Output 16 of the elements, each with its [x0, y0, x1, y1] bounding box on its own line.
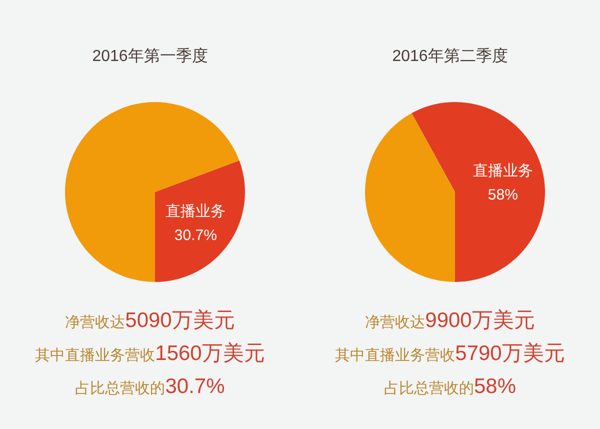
text: 净营收达9900万美元: [365, 309, 535, 332]
pie-slice: [365, 113, 455, 282]
data-label: 30.7%: [174, 227, 217, 244]
slice-label: 直播业务: [472, 162, 533, 180]
text: 其中直播业务营收1560万美元: [35, 342, 265, 365]
slice-label: 直播业务: [166, 203, 226, 220]
pie-slice: [155, 160, 245, 282]
text: 占比总营收的58%: [384, 375, 516, 398]
text: 其中直播业务营收5790万美元: [335, 342, 565, 365]
data-label: 58%: [488, 186, 518, 204]
pie-slice: [412, 102, 545, 282]
chart-title: 2016年第二季度: [391, 46, 509, 67]
text: 净营收达5090万美元: [65, 309, 235, 332]
text: 占比总营收的30.7%: [75, 375, 225, 398]
chart-title: 2016年第一季度: [91, 46, 209, 67]
pie-slice: [65, 102, 240, 282]
